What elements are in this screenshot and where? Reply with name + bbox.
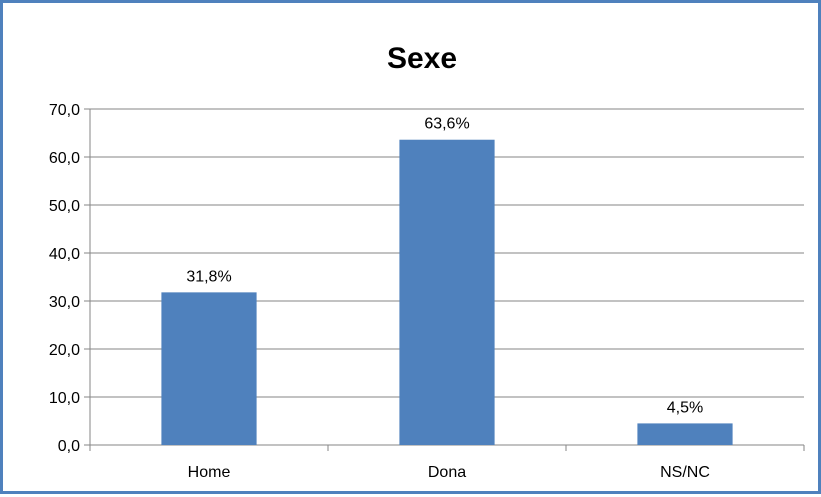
bar-chart: Sexe 0,0 10,0 20,0 30,0 40,0 50,0 60,0 70,0 31,8… [49, 42, 805, 481]
bar-home [161, 292, 257, 445]
y-tick-label: 40,0 [49, 246, 80, 263]
y-tick-label: 70,0 [49, 102, 80, 119]
data-label: 4,5% [667, 399, 703, 416]
y-tick-label: 10,0 [49, 390, 80, 407]
x-category-label: NS/NC [660, 464, 710, 481]
bar-ns-nc [637, 423, 733, 445]
y-tick-label: 30,0 [49, 294, 80, 311]
data-label: 63,6% [424, 116, 469, 133]
y-tick-label: 60,0 [49, 150, 80, 167]
labels: 0,0 10,0 20,0 30,0 40,0 50,0 60,0 70,0 31,8% Home… [49, 102, 710, 481]
bars [161, 139, 733, 445]
y-tick-label: 0,0 [58, 438, 80, 455]
x-category-label: Home [188, 464, 231, 481]
x-category-label: Dona [428, 464, 466, 481]
chart-title: Sexe [387, 42, 457, 75]
y-tick-label: 50,0 [49, 198, 80, 215]
y-tick-label: 20,0 [49, 342, 80, 359]
data-label: 31,8% [186, 268, 231, 285]
bar-dona [399, 139, 495, 445]
